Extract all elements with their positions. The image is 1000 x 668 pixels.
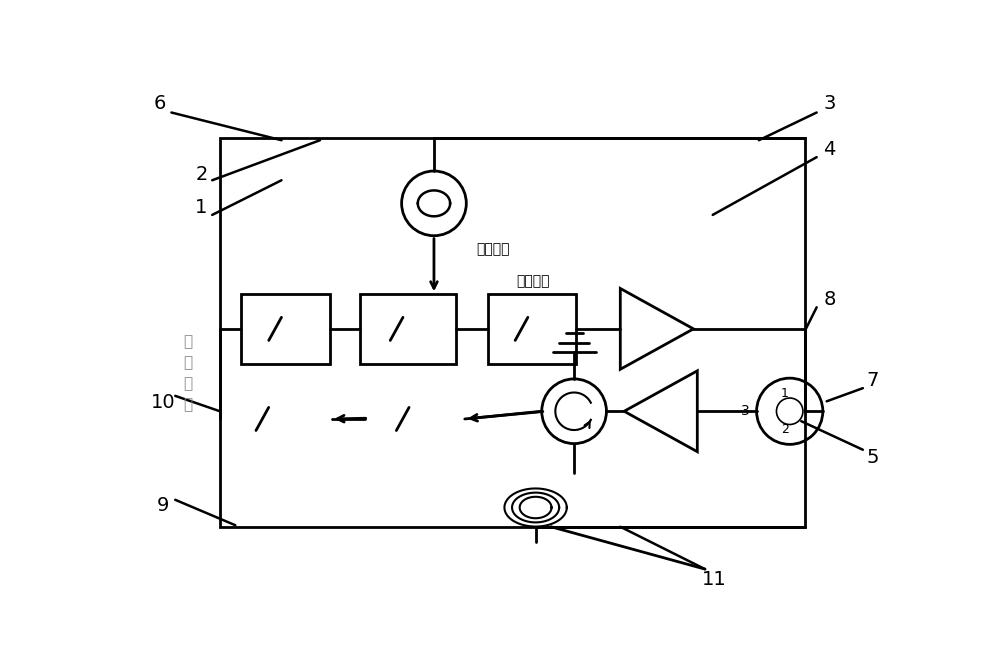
Text: 5: 5 [867,448,879,467]
Text: 3: 3 [741,404,749,418]
Text: 脉冲调制: 脉冲调制 [517,274,550,288]
Text: 1: 1 [781,387,789,399]
Text: 11: 11 [702,570,727,589]
Bar [220,138,805,527]
Text: 1: 1 [195,198,208,218]
Text: 6: 6 [154,94,166,113]
Text: 线性调频: 线性调频 [476,242,510,256]
Bar [241,294,330,363]
Text: 2: 2 [195,164,208,184]
Text: 7: 7 [867,371,879,390]
Text: 9: 9 [157,496,169,516]
Text: 3: 3 [824,94,836,113]
Text: 10: 10 [151,393,175,411]
Text: 同
步
触
发: 同 步 触 发 [183,334,192,411]
Text: 8: 8 [824,290,836,309]
Text: 4: 4 [824,140,836,159]
Bar [488,294,576,363]
Bar [360,294,456,363]
Text: 2: 2 [781,423,789,436]
